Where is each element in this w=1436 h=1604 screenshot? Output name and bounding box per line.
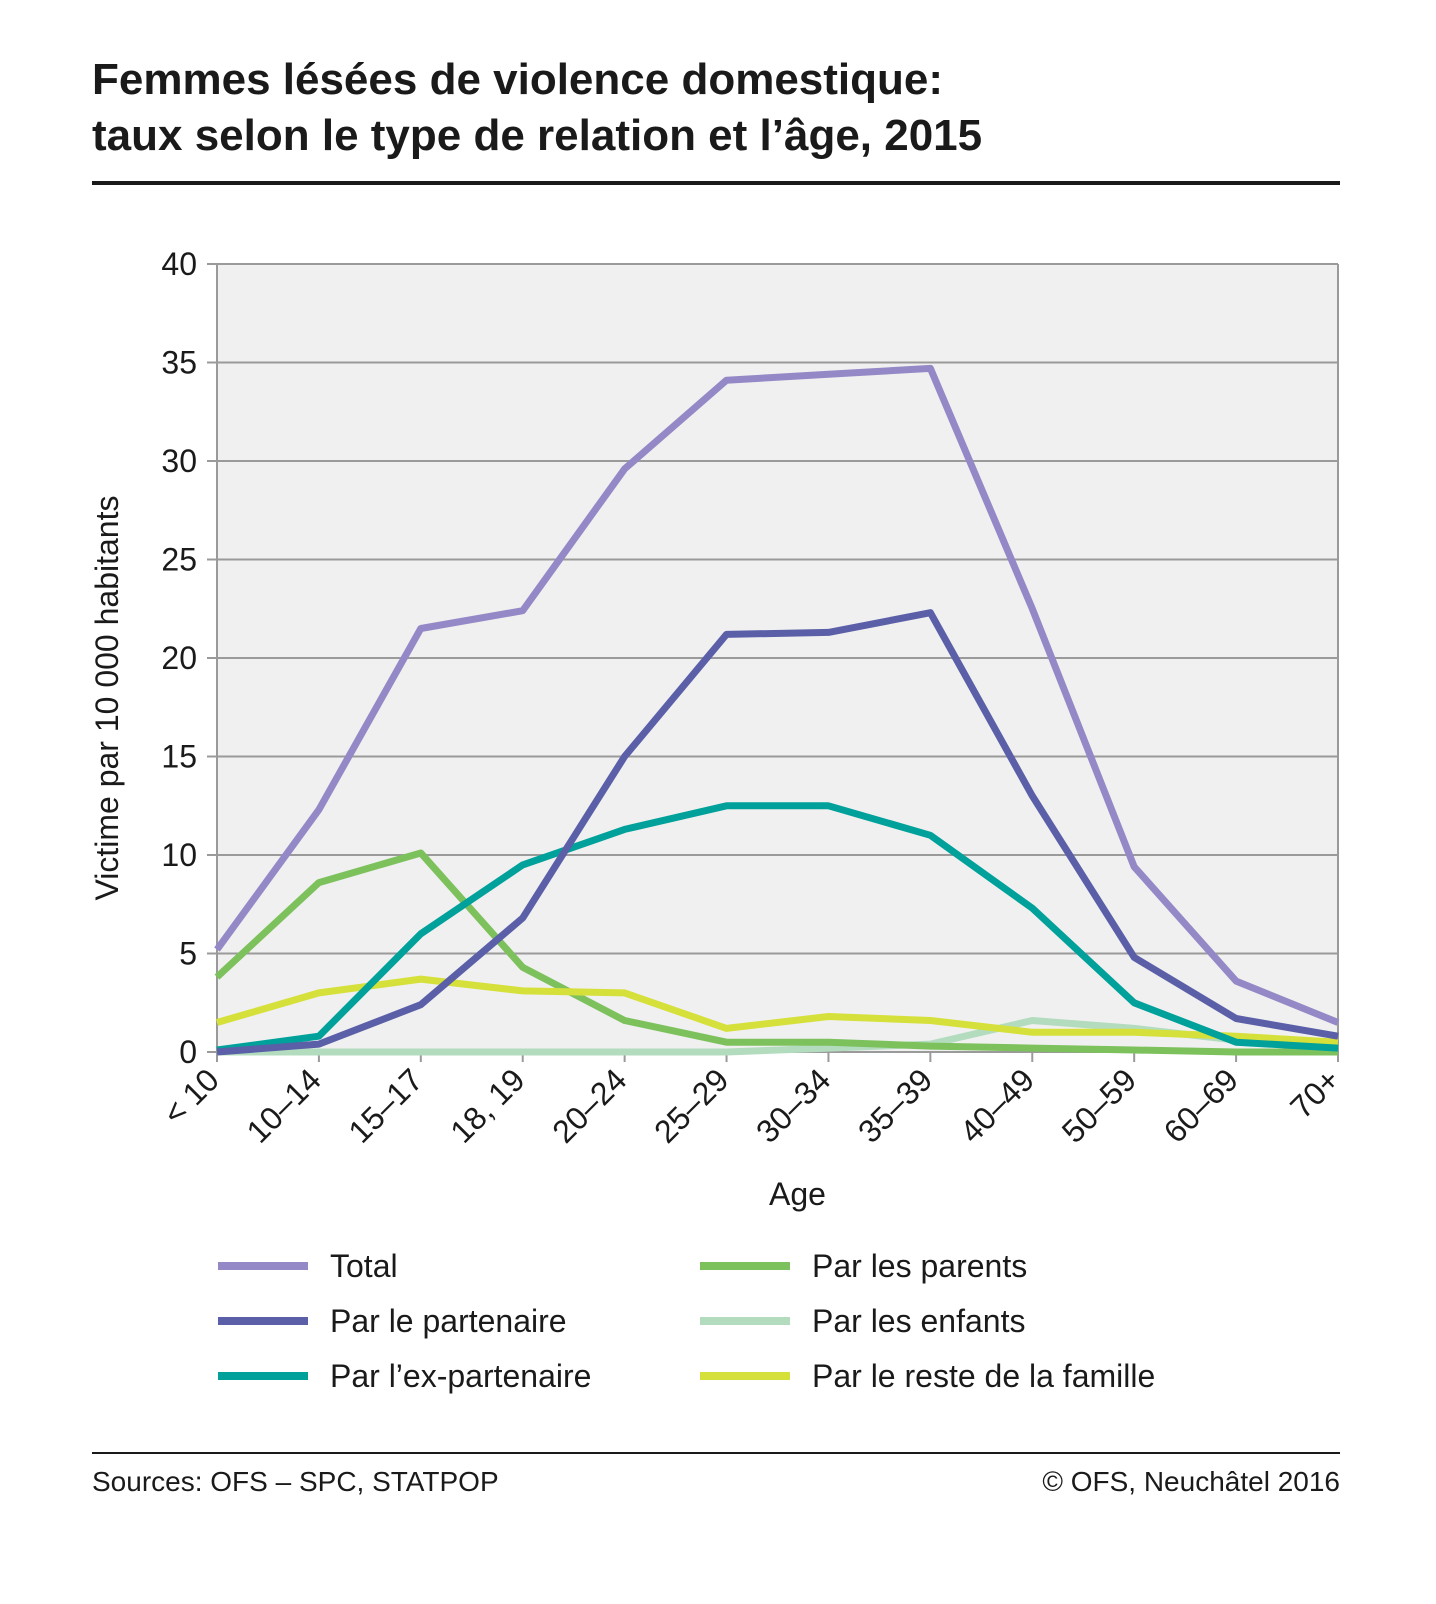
legend-swatch — [218, 1262, 308, 1270]
chart-title: Femmes lésées de violence domestique: ta… — [92, 52, 1342, 164]
y-tick-label: 5 — [179, 936, 197, 972]
legend-label: Par le reste de la famille — [812, 1357, 1156, 1394]
x-tick-label: 50–59 — [1055, 1061, 1143, 1149]
x-tick-label: 70+ — [1283, 1061, 1347, 1125]
legend-label: Par l’ex-partenaire — [330, 1357, 592, 1394]
x-tick-label: 25–29 — [647, 1061, 735, 1149]
y-tick-label: 30 — [161, 443, 197, 479]
x-tick-label: < 10 — [156, 1061, 226, 1131]
series-line-par-l-ex-partenaire — [216, 802, 1339, 1054]
y-tick-label: 10 — [161, 837, 197, 873]
legend-label: Par les parents — [812, 1247, 1028, 1284]
legend-swatch — [700, 1372, 790, 1380]
sources-note: Sources: OFS – SPC, STATPOP — [92, 1466, 499, 1497]
copyright-note: © OFS, Neuchâtel 2016 — [1042, 1466, 1340, 1497]
line-chart: 0 5 10 15 20 25 30 35 40 < 10 10–14 15–17 18, 19 20–2… — [89, 246, 1347, 1212]
x-tick-label: 40–49 — [953, 1061, 1041, 1149]
chart-title-line-1: Femmes lésées de violence domestique: — [92, 55, 944, 104]
title-rule — [92, 181, 1340, 185]
y-tick-label: 35 — [161, 345, 197, 381]
footer-rule — [92, 1452, 1340, 1454]
x-axis-title: Age — [769, 1176, 826, 1212]
legend-label: Par les enfants — [812, 1302, 1026, 1339]
legend-swatch — [700, 1262, 790, 1270]
legend-item-par-le-partenaire: Par le partenaire — [218, 1301, 567, 1341]
legend-swatch — [218, 1372, 308, 1380]
series-line-par-le-partenaire — [216, 609, 1339, 1056]
legend-label: Par le partenaire — [330, 1302, 567, 1339]
legend-item-total: Total — [218, 1246, 398, 1286]
legend-swatch — [218, 1317, 308, 1325]
y-tick-label: 20 — [161, 640, 197, 676]
y-tick-label: 0 — [179, 1034, 197, 1070]
x-tick-label: 20–24 — [545, 1061, 633, 1149]
x-tick-label: 60–69 — [1157, 1061, 1245, 1149]
y-tick-label: 25 — [161, 542, 197, 578]
series-line-total — [214, 364, 1340, 1026]
x-tick-label: 30–34 — [749, 1061, 837, 1149]
series-line-par-le-reste-de-la-famille — [216, 975, 1339, 1046]
legend-swatch — [700, 1317, 790, 1325]
series-line-par-les-parents — [214, 849, 1338, 1056]
y-tick-label: 15 — [161, 739, 197, 775]
x-tick-label: 35–39 — [851, 1061, 939, 1149]
y-tick-label: 40 — [161, 246, 197, 282]
chart-title-line-2: taux selon le type de relation et l’âge,… — [92, 111, 983, 160]
x-tick-label: 15–17 — [341, 1061, 429, 1149]
legend-item-par-l-ex-partenaire: Par l’ex-partenaire — [218, 1356, 591, 1396]
x-tick-label: 18, 19 — [443, 1061, 531, 1149]
legend-item-par-le-reste-de-la-famille: Par le reste de la famille — [700, 1356, 1155, 1396]
y-axis-title: Victime par 10 000 habitants — [89, 496, 125, 901]
x-tick-label: 10–14 — [239, 1061, 327, 1149]
legend-item-par-les-parents: Par les parents — [700, 1246, 1027, 1286]
legend-item-par-les-enfants: Par les enfants — [700, 1301, 1025, 1341]
legend-label: Total — [330, 1247, 398, 1284]
